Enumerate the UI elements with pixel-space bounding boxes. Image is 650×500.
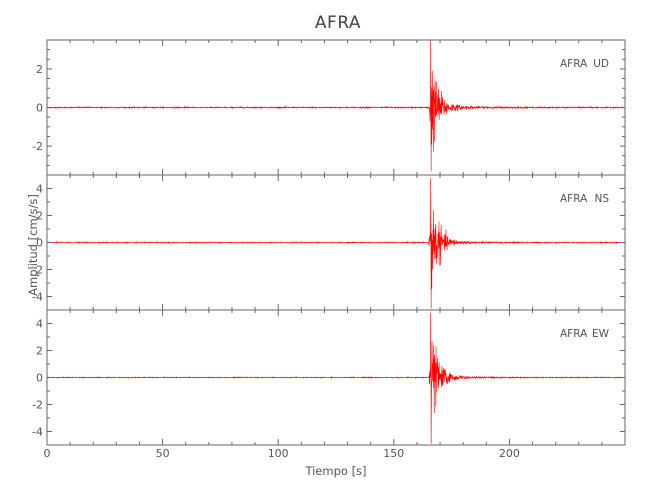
panel-ew: -4 -2 0 2 4 AFRA EW: [32, 309, 626, 446]
x-tick-label: 50: [156, 447, 170, 460]
y-tick-label: 4: [36, 183, 43, 196]
panel-component-label: NS: [594, 193, 609, 205]
y-tick-label: -2: [32, 264, 43, 277]
x-tick-label: 0: [44, 447, 51, 460]
waveform-trace: [46, 177, 626, 309]
panel-ns: -4 -2 0 2 4 AFRA NS: [32, 174, 626, 311]
panel-station-label: AFRA: [560, 58, 588, 70]
y-tick-label: -4: [32, 291, 43, 304]
waveform-trace: [46, 312, 626, 444]
y-tick-label: -2: [32, 140, 43, 153]
panel-station-label: AFRA: [560, 328, 588, 340]
panel-station-label: AFRA: [560, 193, 588, 205]
chart-title: AFRA: [315, 13, 361, 33]
y-axis-label: Amplitud [cm/s/s]: [26, 194, 40, 296]
y-tick-label: 0: [36, 237, 43, 250]
y-tick-label: -2: [32, 399, 43, 412]
y-tick-label: 0: [36, 102, 43, 115]
y-tick-label: 2: [36, 63, 43, 76]
panel-component-label: UD: [593, 58, 609, 70]
y-tick-label: 2: [36, 345, 43, 358]
waveform-trace: [46, 39, 626, 172]
x-axis: 0 50 100 150 200: [44, 447, 520, 460]
y-tick-label: 4: [36, 318, 43, 331]
panel-ud: -2 0 2 AFRA UD: [32, 39, 626, 176]
x-tick-label: 100: [268, 447, 289, 460]
y-tick-label: -4: [32, 426, 43, 439]
panel-component-label: EW: [592, 328, 610, 340]
x-axis-label: Tiempo [s]: [304, 464, 366, 478]
y-tick-label: 2: [36, 210, 43, 223]
x-tick-label: 200: [499, 447, 520, 460]
x-tick-label: 150: [383, 447, 404, 460]
y-tick-label: 0: [36, 372, 43, 385]
